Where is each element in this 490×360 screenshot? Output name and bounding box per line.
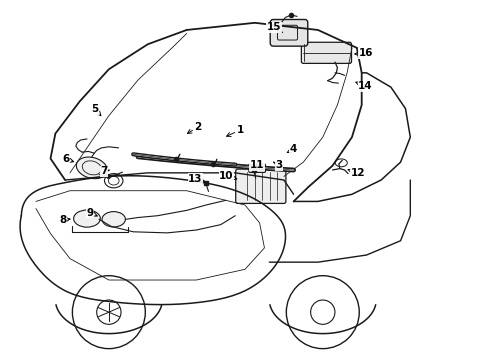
Text: 5: 5	[92, 104, 101, 116]
Text: 13: 13	[188, 174, 205, 184]
Text: 11: 11	[250, 160, 265, 170]
Text: 14: 14	[356, 81, 373, 91]
Text: 6: 6	[62, 154, 74, 164]
FancyBboxPatch shape	[270, 19, 308, 46]
Text: 10: 10	[219, 171, 237, 181]
Text: 3: 3	[273, 160, 283, 170]
FancyBboxPatch shape	[236, 169, 286, 203]
Text: 9: 9	[87, 208, 97, 218]
Ellipse shape	[76, 157, 107, 179]
Text: 12: 12	[348, 168, 365, 178]
Text: 1: 1	[226, 125, 244, 136]
FancyBboxPatch shape	[301, 42, 351, 63]
Text: 16: 16	[355, 48, 373, 58]
Ellipse shape	[102, 212, 125, 227]
Text: 15: 15	[267, 22, 282, 32]
Text: 2: 2	[188, 122, 201, 134]
Text: 7: 7	[100, 166, 110, 176]
Ellipse shape	[74, 210, 100, 227]
Text: 8: 8	[59, 215, 70, 225]
FancyBboxPatch shape	[249, 164, 266, 172]
Text: 4: 4	[287, 144, 297, 154]
